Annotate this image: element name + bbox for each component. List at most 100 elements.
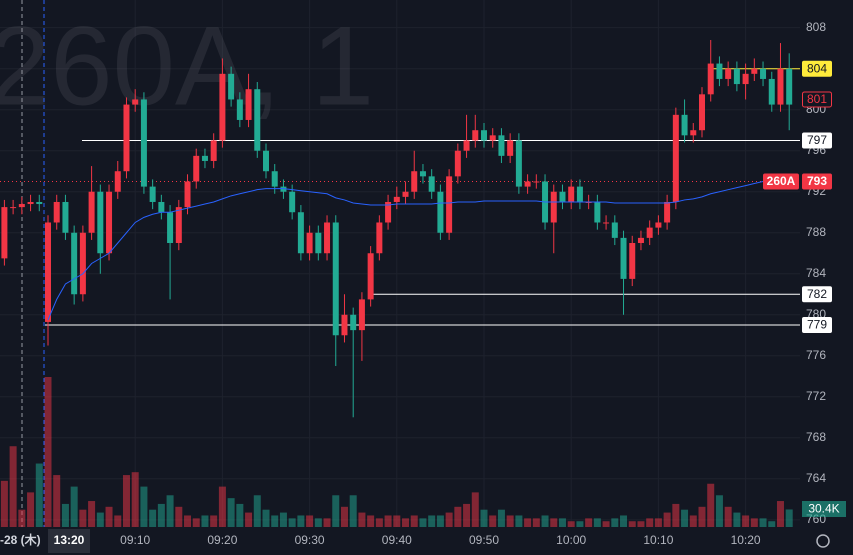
- candle-body: [437, 191, 444, 233]
- candle-body: [576, 186, 583, 202]
- volume-bar: [192, 518, 200, 527]
- candle-body: [193, 155, 200, 182]
- volume-bar: [384, 515, 392, 527]
- candle-body: [167, 212, 174, 243]
- volume-bar: [114, 515, 122, 527]
- crosshair-time-label: 13:20: [54, 533, 85, 547]
- candle-body: [71, 232, 78, 295]
- volume-bar: [297, 515, 305, 527]
- volume-bar: [454, 506, 462, 527]
- volume-bar: [402, 518, 410, 527]
- volume-bar: [593, 518, 601, 527]
- candle-body: [629, 242, 636, 279]
- candle-body: [62, 201, 69, 233]
- candle-body: [350, 314, 357, 331]
- candle-body: [637, 237, 644, 243]
- candle-body: [306, 232, 313, 254]
- candle-body: [245, 89, 252, 120]
- volume-bar: [227, 498, 235, 527]
- volume-bar: [620, 515, 628, 527]
- price-label: 779: [807, 318, 827, 332]
- volume-bar: [70, 486, 78, 527]
- volume-bar: [567, 521, 575, 527]
- volume-bar: [271, 515, 279, 527]
- candle-body: [742, 73, 749, 85]
- candle-body: [472, 130, 479, 141]
- volume-bar: [358, 512, 366, 527]
- volume-bar: [785, 509, 793, 527]
- volume-bar: [759, 518, 767, 527]
- candle-body: [27, 201, 34, 205]
- x-tick-label: 09:20: [207, 533, 237, 547]
- volume-bar: [9, 446, 17, 527]
- volume-bar: [201, 515, 209, 527]
- volume-bar: [175, 506, 183, 527]
- candle-body: [201, 155, 208, 161]
- candle-body: [751, 68, 758, 74]
- candle-body: [140, 99, 147, 187]
- volume-label-box: [802, 501, 846, 517]
- volume-bar: [681, 509, 689, 527]
- candle-body: [603, 222, 610, 224]
- volume-bar: [61, 503, 69, 527]
- volume-bar: [480, 509, 488, 527]
- candle-body: [53, 201, 60, 223]
- volume-bar: [463, 503, 471, 527]
- candle-body: [358, 299, 365, 331]
- candle-body: [228, 73, 235, 100]
- price-label: 797: [807, 133, 827, 147]
- volume-bar: [611, 518, 619, 527]
- candle-body: [672, 114, 679, 202]
- volume-bar: [689, 515, 697, 527]
- candle-body: [175, 207, 182, 243]
- x-tick-label: 10:10: [643, 533, 673, 547]
- x-tick-label: 09:50: [469, 533, 499, 547]
- volume-bar: [279, 512, 287, 527]
- candle-body: [664, 201, 671, 223]
- symbol-label: 260A: [767, 174, 796, 188]
- price-label-box: [802, 317, 832, 334]
- candle-body: [707, 63, 714, 95]
- y-tick-label: 784: [806, 266, 826, 280]
- volume-bar: [332, 495, 340, 527]
- volume-bar: [149, 509, 157, 527]
- volume-bar: [79, 509, 87, 527]
- candle-body: [768, 78, 775, 105]
- volume-bar: [654, 518, 662, 527]
- candle-body: [760, 68, 767, 79]
- volume-bar: [750, 518, 758, 527]
- candle-body: [646, 227, 653, 238]
- candle-body: [402, 191, 409, 197]
- settings-icon[interactable]: [816, 534, 830, 548]
- candle-body: [184, 181, 191, 208]
- candle-body: [97, 191, 104, 254]
- volume-bar: [35, 463, 43, 527]
- price-label-box: [802, 173, 832, 190]
- candle-body: [236, 99, 243, 120]
- volume-bar: [742, 515, 750, 527]
- x-tick-label: 09:40: [382, 533, 412, 547]
- volume-bar: [288, 518, 296, 527]
- volume-bar: [646, 518, 654, 527]
- candle-body: [263, 150, 269, 172]
- volume-bar: [715, 495, 723, 527]
- price-label: 793: [807, 174, 827, 188]
- candle-body: [36, 201, 43, 205]
- candle-body: [385, 201, 392, 223]
- volume-bar: [157, 503, 165, 527]
- price-label-box: [802, 132, 832, 149]
- volume-bar: [367, 515, 375, 527]
- volume-bar: [210, 515, 218, 527]
- candle-body: [777, 68, 784, 105]
- candle-body: [463, 140, 470, 151]
- candle-body: [254, 89, 261, 151]
- volume-label: 30.4K: [808, 502, 839, 516]
- x-tick-label: 09:30: [295, 533, 325, 547]
- price-label: 782: [807, 287, 827, 301]
- volume-bar: [218, 486, 226, 527]
- volume-bar: [245, 512, 253, 527]
- volume-bar: [524, 518, 532, 527]
- price-label-box: [802, 286, 832, 303]
- candle-body: [88, 191, 95, 233]
